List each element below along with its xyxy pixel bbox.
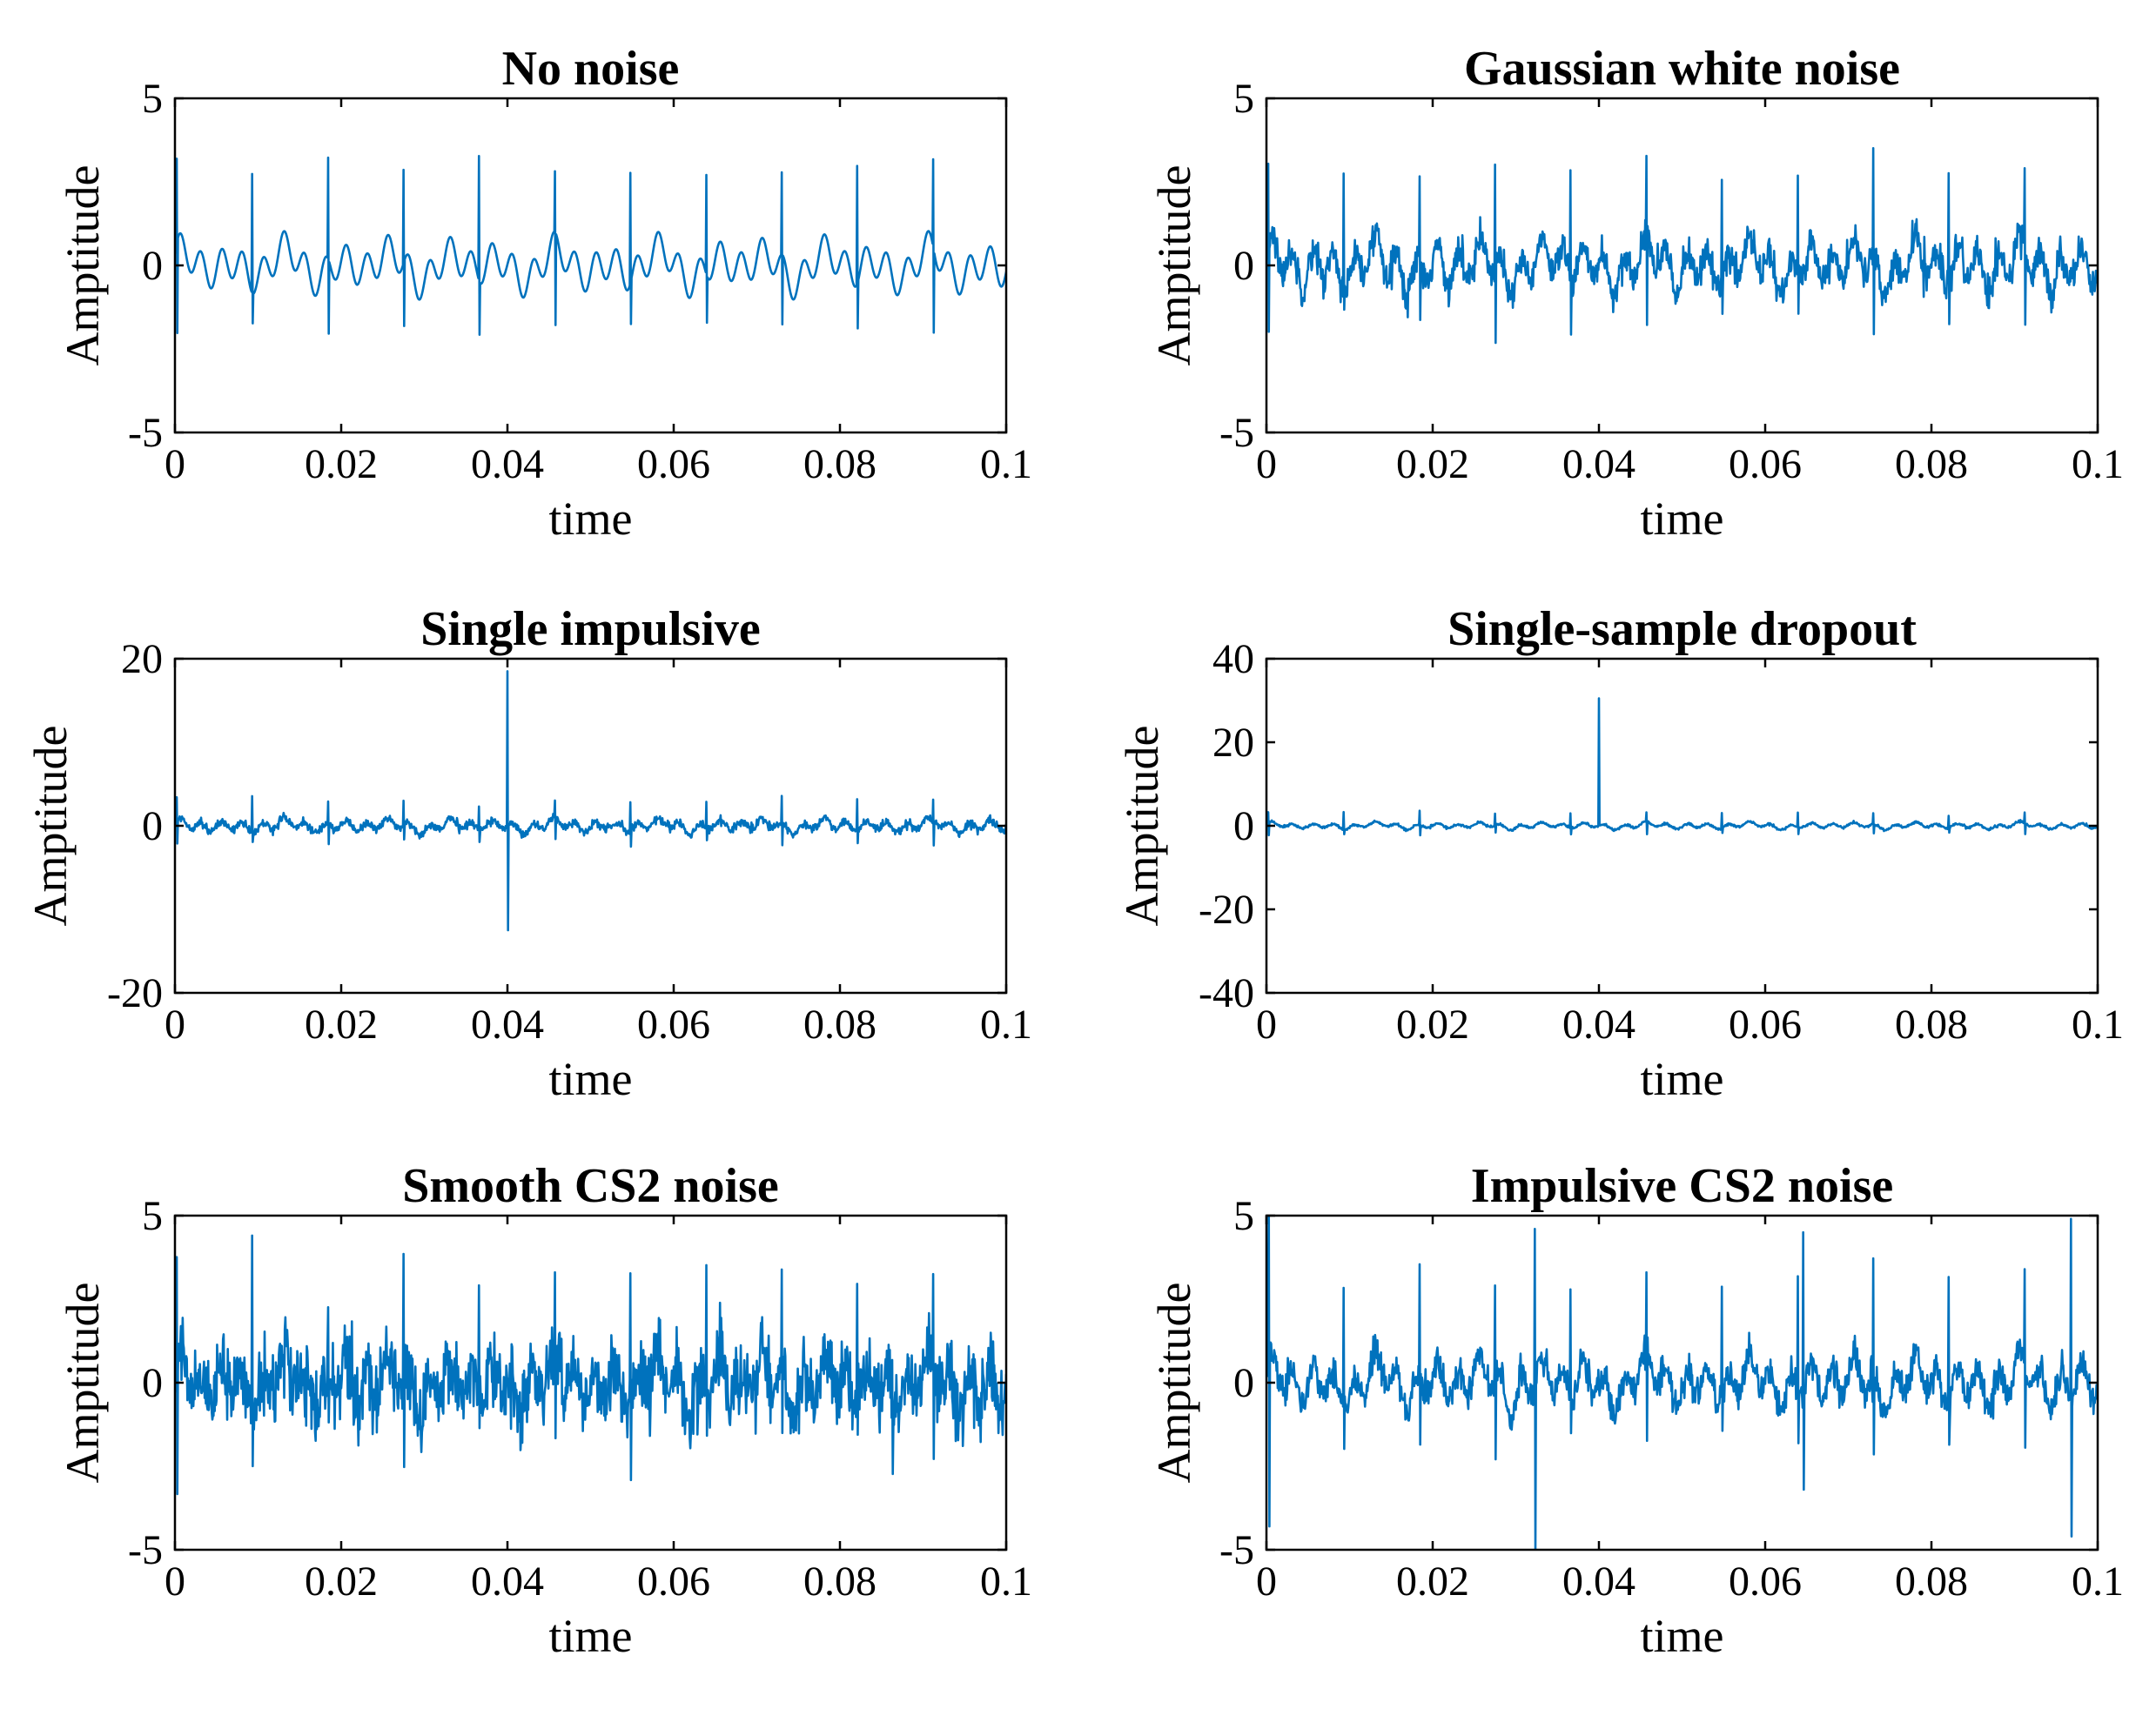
- x-tick-label: 0.08: [803, 1558, 877, 1605]
- y-tick-label: -20: [1199, 887, 1254, 933]
- y-tick-label: -40: [1199, 970, 1254, 1016]
- x-tick-label: 0.1: [2072, 441, 2124, 487]
- subplot-title: Single impulsive: [420, 602, 761, 656]
- x-tick-label: 0.06: [1729, 1558, 1802, 1605]
- signal-trace: [1266, 147, 2098, 345]
- signal-trace: [1266, 1216, 2098, 1550]
- y-tick-label: 5: [1233, 76, 1254, 122]
- x-tick-label: 0.08: [1895, 1002, 1968, 1048]
- y-tick-label: 0: [1233, 1360, 1254, 1406]
- x-axis-label: time: [1641, 493, 1724, 545]
- x-tick-label: 0.08: [1895, 1558, 1968, 1605]
- y-tick-label: -5: [1219, 410, 1254, 456]
- x-tick-label: 0.04: [471, 441, 544, 487]
- y-tick-label: 5: [142, 1193, 163, 1239]
- y-axis-label: Amptitude: [57, 1283, 109, 1484]
- x-tick-label: 0: [165, 441, 185, 487]
- x-tick-label: 0: [165, 1002, 185, 1048]
- y-tick-label: -20: [107, 970, 163, 1016]
- y-tick-label: 0: [142, 803, 163, 849]
- y-tick-label: -5: [128, 1527, 163, 1573]
- x-axis-label: time: [549, 1053, 633, 1105]
- x-tick-label: 0.08: [803, 441, 877, 487]
- x-tick-label: 0.04: [1562, 1002, 1635, 1048]
- x-tick-label: 0.1: [980, 441, 1032, 487]
- y-tick-label: 5: [142, 76, 163, 122]
- x-tick-label: 0.06: [637, 1002, 710, 1048]
- x-axis-label: time: [549, 1610, 633, 1662]
- x-tick-label: 0.04: [471, 1002, 544, 1048]
- y-tick-label: 5: [1233, 1193, 1254, 1239]
- x-axis-label: time: [1641, 1053, 1724, 1105]
- x-tick-label: 0.1: [2072, 1558, 2124, 1605]
- x-tick-label: 0.04: [471, 1558, 544, 1605]
- signal-trace: [1266, 697, 2098, 837]
- y-axis-label: Amptitude: [57, 165, 109, 366]
- x-tick-label: 0.1: [980, 1002, 1032, 1048]
- subplot-title: Gaussian white noise: [1464, 42, 1900, 96]
- subplot-title: No noise: [502, 42, 680, 96]
- x-tick-label: 0: [1256, 441, 1277, 487]
- x-tick-label: 0.1: [980, 1558, 1032, 1605]
- y-tick-label: 0: [1233, 243, 1254, 289]
- subplot-title: Single-sample dropout: [1447, 602, 1917, 656]
- x-tick-label: 0: [1256, 1002, 1277, 1048]
- signal-trace: [175, 1234, 1006, 1496]
- x-tick-label: 0.04: [1562, 441, 1635, 487]
- x-tick-label: 0: [1256, 1558, 1277, 1605]
- y-axis-label: Amptitude: [1116, 726, 1168, 927]
- y-tick-label: 40: [1212, 636, 1254, 682]
- x-tick-label: 0.02: [1396, 1558, 1469, 1605]
- x-tick-label: 0: [165, 1558, 185, 1605]
- y-tick-label: 20: [1212, 720, 1254, 766]
- subplot-4: 0 0.02 0.04 0.06 0.08 0.1 -40 -20 0 20 40 Single-sa…: [1116, 602, 2124, 1105]
- x-tick-label: 0.02: [305, 441, 378, 487]
- x-tick-label: 0.02: [1396, 1002, 1469, 1048]
- y-tick-label: 0: [1233, 803, 1254, 849]
- x-tick-label: 0.08: [1895, 441, 1968, 487]
- x-tick-label: 0.02: [305, 1558, 378, 1605]
- x-tick-label: 0.02: [1396, 441, 1469, 487]
- y-tick-label: -5: [128, 410, 163, 456]
- subplot-title: Impulsive CS2 noise: [1471, 1159, 1893, 1213]
- y-tick-label: 0: [142, 243, 163, 289]
- y-tick-label: 20: [121, 636, 163, 682]
- y-tick-label: 0: [142, 1360, 163, 1406]
- subplot-title: Smooth CS2 noise: [402, 1159, 779, 1213]
- x-axis-label: time: [1641, 1610, 1724, 1662]
- x-tick-label: 0.02: [305, 1002, 378, 1048]
- x-tick-label: 0.04: [1562, 1558, 1635, 1605]
- y-axis-label: Amptitude: [1148, 165, 1200, 366]
- x-tick-label: 0.06: [1729, 1002, 1802, 1048]
- y-axis-label: Amptitude: [1148, 1283, 1200, 1484]
- signal-trace: [175, 155, 1006, 336]
- x-tick-label: 0.06: [637, 1558, 710, 1605]
- y-axis-label: Amptitude: [24, 726, 77, 927]
- x-tick-label: 0.08: [803, 1002, 877, 1048]
- x-tick-label: 0.06: [637, 441, 710, 487]
- x-axis-label: time: [549, 493, 633, 545]
- signal-trace: [175, 670, 1006, 932]
- y-tick-label: -5: [1219, 1527, 1254, 1573]
- x-tick-label: 0.1: [2072, 1002, 2124, 1048]
- x-tick-label: 0.06: [1729, 441, 1802, 487]
